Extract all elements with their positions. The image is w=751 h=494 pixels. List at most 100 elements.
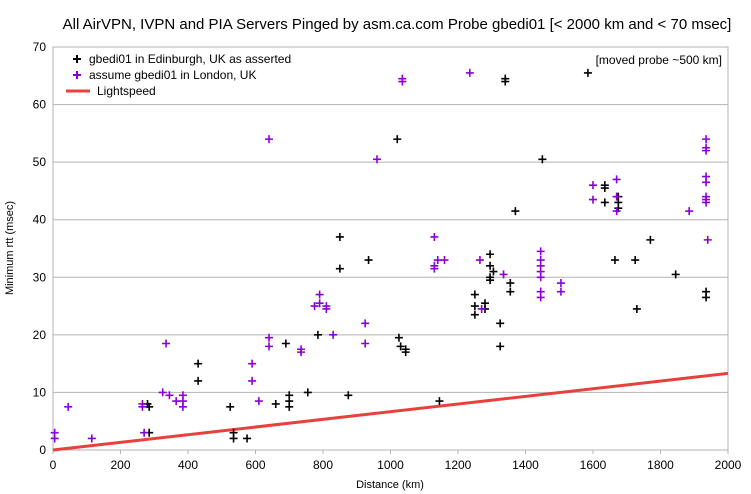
point-london-23 <box>315 290 324 299</box>
legend: gbedi01 in Edinburgh, UK as asserted ass… <box>66 52 291 98</box>
point-edinburgh-24 <box>401 345 410 354</box>
point-edinburgh-13 <box>285 397 294 406</box>
legend-marker-edinburgh <box>73 55 81 63</box>
point-london-52 <box>589 195 597 204</box>
point-london-8 <box>162 339 171 348</box>
point-london-27 <box>329 330 338 339</box>
y-tick-label-50: 50 <box>33 155 47 169</box>
point-edinburgh-36 <box>496 342 505 351</box>
point-edinburgh-1 <box>145 402 154 411</box>
point-edinburgh-9 <box>271 399 280 408</box>
point-london-49 <box>556 279 565 288</box>
point-london-37 <box>440 256 449 265</box>
gridlines <box>53 46 728 451</box>
x-axis-ticks: 0 200 400 600 800 1000 1200 1400 1600 1800 2000 <box>50 450 742 472</box>
point-london-41 <box>499 270 508 279</box>
point-edinburgh-26 <box>470 290 479 299</box>
point-edinburgh-37 <box>496 319 505 328</box>
point-london-33 <box>430 232 439 241</box>
point-edinburgh-42 <box>511 207 520 216</box>
point-london-3 <box>87 434 96 443</box>
point-london-21 <box>297 348 306 357</box>
legend-item-lightspeed: Lightspeed <box>66 84 156 98</box>
point-london-32 <box>398 77 407 86</box>
point-london-29 <box>361 339 370 348</box>
point-london-50 <box>556 287 565 296</box>
point-london-9 <box>165 391 174 400</box>
y-tick-label-10: 10 <box>33 385 47 399</box>
point-london-30 <box>373 155 381 164</box>
point-london-59 <box>702 146 711 155</box>
point-london-54 <box>612 192 621 201</box>
lightspeed-line-layer <box>52 371 729 452</box>
legend-item-edinburgh: gbedi01 in Edinburgh, UK as asserted <box>73 52 291 66</box>
point-london-15 <box>248 376 257 385</box>
legend-marker-london <box>73 71 81 79</box>
point-edinburgh-3 <box>194 359 203 368</box>
point-edinburgh-32 <box>486 261 495 270</box>
x-tick-label-600: 600 <box>245 458 265 472</box>
point-london-14 <box>248 359 257 368</box>
x-tick-label-1200: 1200 <box>445 458 472 472</box>
point-edinburgh-53 <box>632 304 641 313</box>
annotation-moved-probe: [moved probe ~500 km] <box>596 53 722 67</box>
x-tick-label-2000: 2000 <box>715 458 742 472</box>
x-tick-label-200: 200 <box>110 458 130 472</box>
x-tick-label-400: 400 <box>178 458 198 472</box>
point-london-1 <box>50 434 59 443</box>
point-edinburgh-27 <box>470 302 479 311</box>
legend-item-london: assume gbedi01 in London, UK <box>73 68 256 82</box>
point-london-5 <box>138 402 147 411</box>
point-edinburgh-57 <box>702 293 711 302</box>
point-edinburgh-19 <box>364 256 373 265</box>
y-tick-label-40: 40 <box>33 213 47 227</box>
point-edinburgh-40 <box>506 279 515 288</box>
point-london-61 <box>702 178 711 187</box>
point-london-55 <box>612 207 621 216</box>
point-london-39 <box>475 256 484 265</box>
plot-area-border <box>52 46 729 451</box>
point-edinburgh-10 <box>281 339 290 348</box>
x-tick-label-1800: 1800 <box>647 458 674 472</box>
point-london-51 <box>589 181 597 190</box>
point-edinburgh-52 <box>631 256 640 265</box>
y-tick-label-60: 60 <box>33 98 47 112</box>
point-edinburgh-43 <box>538 155 547 164</box>
point-london-24 <box>315 299 324 308</box>
y-tick-label-0: 0 <box>39 443 46 457</box>
x-tick-label-1400: 1400 <box>512 458 539 472</box>
point-edinburgh-31 <box>486 250 495 259</box>
point-london-2 <box>64 402 73 411</box>
point-london-6 <box>140 428 149 437</box>
point-london-35 <box>430 264 439 273</box>
point-edinburgh-5 <box>226 402 235 411</box>
y-tick-label-20: 20 <box>33 328 47 342</box>
point-london-10 <box>172 397 181 406</box>
legend-label-lightspeed: Lightspeed <box>97 84 156 98</box>
point-edinburgh-48 <box>610 256 619 265</box>
x-tick-label-0: 0 <box>50 458 57 472</box>
point-edinburgh-22 <box>396 342 405 351</box>
point-edinburgh-8 <box>243 434 252 443</box>
x-tick-label-1600: 1600 <box>580 458 607 472</box>
point-london-46 <box>536 273 545 282</box>
x-tick-label-800: 800 <box>313 458 333 472</box>
y-axis-label: Minimum rtt (msec) <box>4 201 16 295</box>
point-edinburgh-18 <box>344 391 353 400</box>
lightspeed-line <box>52 371 729 452</box>
point-edinburgh-21 <box>394 333 403 342</box>
point-london-64 <box>702 198 711 207</box>
point-edinburgh-34 <box>486 276 495 285</box>
point-edinburgh-16 <box>335 232 344 241</box>
point-london-56 <box>685 207 694 216</box>
point-london-22 <box>310 302 319 311</box>
point-london-13 <box>178 402 187 411</box>
legend-label-london: assume gbedi01 in London, UK <box>89 68 256 82</box>
point-edinburgh-54 <box>646 235 655 244</box>
point-london-16 <box>254 397 263 406</box>
chart-title: All AirVPN, IVPN and PIA Servers Pinged … <box>63 16 732 33</box>
y-tick-label-70: 70 <box>33 40 47 54</box>
point-edinburgh-39 <box>501 77 510 86</box>
point-edinburgh-46 <box>600 184 609 193</box>
